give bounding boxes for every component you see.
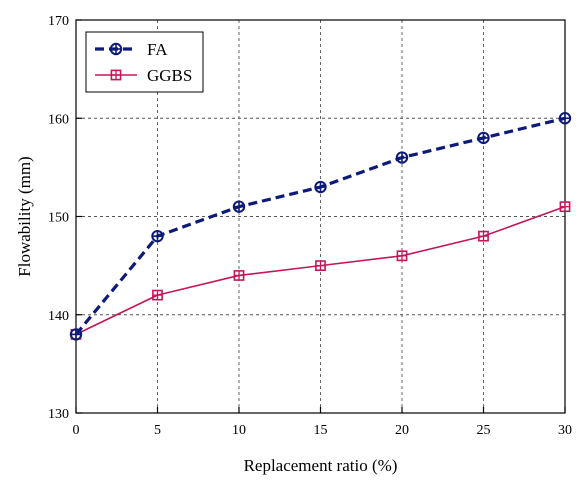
legend-item-ggbs: GGBS: [95, 66, 192, 85]
legend-marker: [110, 69, 122, 81]
x-tick-label: 5: [154, 423, 161, 438]
data-point: [232, 200, 246, 213]
legend-label: FA: [147, 40, 168, 59]
data-point: [314, 180, 327, 194]
series-ggbs: [70, 201, 571, 340]
y-tick-label: 170: [48, 14, 69, 29]
data-point: [69, 328, 83, 341]
data-point: [477, 131, 490, 145]
data-point: [152, 289, 163, 301]
legend-label: GGBS: [147, 66, 192, 85]
x-tick-label: 10: [232, 423, 246, 438]
y-axis-title: Flowability (mm): [15, 156, 34, 276]
legend-marker: [109, 42, 123, 56]
x-tick-label: 20: [395, 423, 409, 438]
y-tick-label: 150: [48, 211, 69, 226]
data-point: [151, 229, 164, 243]
data-point: [396, 250, 408, 262]
data-point: [395, 151, 409, 164]
x-tick-label: 15: [314, 423, 328, 438]
data-point: [233, 270, 245, 281]
data-point: [315, 260, 326, 272]
x-tick-label: 30: [558, 423, 572, 438]
data-point: [558, 112, 572, 125]
legend-box: [85, 31, 204, 93]
data-point: [478, 230, 489, 242]
x-axis-title: Replacement ratio (%): [244, 456, 398, 475]
series-layer: [69, 112, 572, 341]
y-tick-label: 130: [48, 407, 69, 422]
y-tick-label: 160: [48, 112, 69, 127]
y-tick-label: 140: [48, 309, 69, 324]
x-tick-label: 25: [477, 423, 491, 438]
axis-ticks: 0 5 10 15 20 25 30 130 140 150 160 170: [48, 14, 572, 438]
x-tick-label: 0: [73, 423, 80, 438]
legend-item-fa: FA: [95, 40, 168, 59]
legend: FA GGBS: [85, 31, 204, 93]
data-point: [559, 201, 571, 213]
series-fa: [69, 112, 572, 341]
